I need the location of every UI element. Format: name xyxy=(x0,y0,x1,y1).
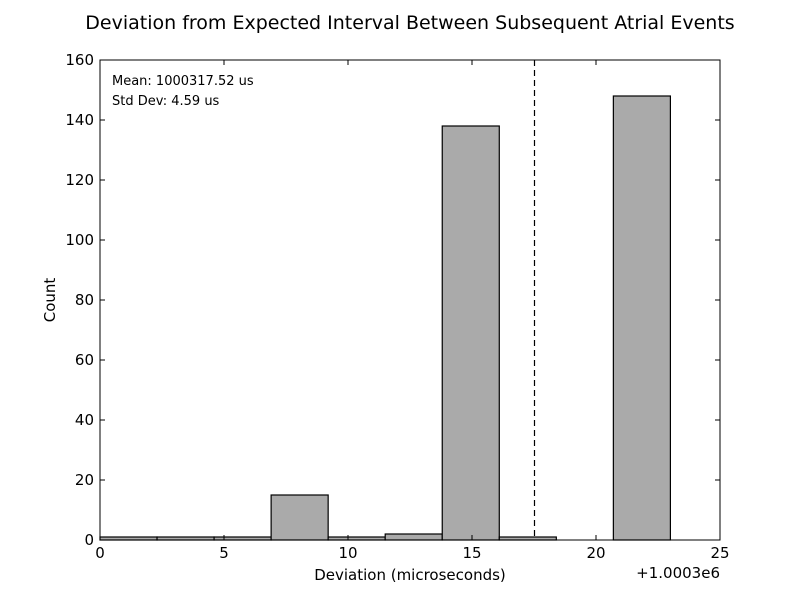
y-tick-label: 40 xyxy=(75,411,94,429)
y-axis-ticks: 0 20 40 60 80 100 120 140 160 xyxy=(65,51,720,549)
x-tick-label: 20 xyxy=(586,544,605,562)
chart-title: Deviation from Expected Interval Between… xyxy=(85,12,734,34)
x-offset-label: +1.0003e6 xyxy=(636,564,720,582)
x-tick-label: 25 xyxy=(710,544,729,562)
y-tick-label: 0 xyxy=(84,531,94,549)
x-tick-label: 5 xyxy=(219,544,229,562)
y-tick-label: 60 xyxy=(75,351,94,369)
x-tick-label: 15 xyxy=(462,544,481,562)
bars-layer xyxy=(99,95,671,541)
y-tick-label: 100 xyxy=(65,231,94,249)
x-tick-label: 0 xyxy=(95,544,105,562)
y-tick-label: 80 xyxy=(75,291,94,309)
annotation-text-1: Std Dev: 4.59 us xyxy=(112,94,220,109)
annotation-text-0: Mean: 1000317.52 us xyxy=(112,74,254,89)
x-axis-label: Deviation (microseconds) xyxy=(314,566,506,584)
y-tick-label: 20 xyxy=(75,471,94,489)
y-tick-label: 140 xyxy=(65,111,94,129)
y-axis-label: Count xyxy=(41,278,59,323)
histogram-bar-3 xyxy=(270,494,329,541)
annotations: Mean: 1000317.52 us Std Dev: 4.59 us xyxy=(112,74,254,109)
histogram-bar-5 xyxy=(384,533,443,541)
y-tick-label: 120 xyxy=(65,171,94,189)
x-axis-ticks: 0 5 10 15 20 25 xyxy=(95,60,730,562)
histogram-bar-6 xyxy=(441,125,500,541)
histogram-bar-9 xyxy=(612,95,671,541)
y-tick-label: 160 xyxy=(65,51,94,69)
x-tick-label: 10 xyxy=(338,544,357,562)
